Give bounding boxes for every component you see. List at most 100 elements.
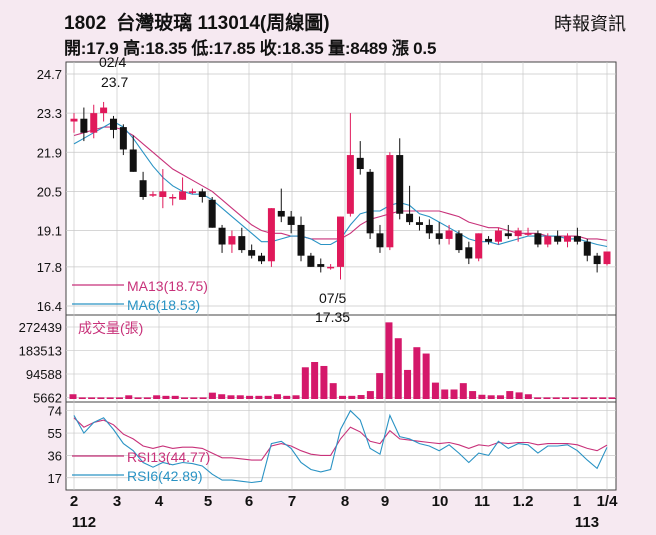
price-tick-label: 24.7 bbox=[37, 67, 62, 82]
candle-body bbox=[504, 233, 512, 237]
candle-body bbox=[109, 118, 117, 130]
candle-body bbox=[90, 113, 98, 133]
volume-bar bbox=[171, 395, 179, 399]
volume-bar bbox=[292, 395, 300, 399]
year-label: 113 bbox=[575, 514, 599, 531]
volume-bar bbox=[246, 395, 254, 399]
volume-bar bbox=[441, 389, 449, 399]
volume-bar bbox=[320, 365, 328, 399]
volume-bar bbox=[329, 383, 337, 399]
x-tick-label: 11 bbox=[474, 493, 490, 510]
candle-body bbox=[218, 227, 226, 245]
high-annotation-date: 02/4 bbox=[99, 54, 126, 70]
volume-tick-label: 272439 bbox=[19, 320, 62, 335]
volume-bar bbox=[162, 395, 170, 399]
data-source: 時報資訊 bbox=[554, 14, 626, 34]
rsi-tick-label: 36 bbox=[48, 448, 62, 463]
price-summary: 開:17.9 高:18.35 低:17.85 收:18.35 量:8489 漲 … bbox=[64, 39, 437, 58]
volume-bar bbox=[496, 395, 504, 399]
volume-title: 成交量(張) bbox=[78, 320, 143, 336]
price-tick-label: 16.4 bbox=[37, 299, 62, 314]
x-tick-label: 7 bbox=[288, 493, 296, 510]
low-annotation-value: 17.35 bbox=[315, 309, 350, 325]
volume-bar bbox=[366, 391, 374, 399]
candle-body bbox=[119, 127, 127, 150]
price-tick-label: 17.8 bbox=[37, 260, 62, 275]
candle-body bbox=[248, 250, 256, 256]
volume-bar bbox=[422, 353, 430, 399]
price-tick-label: 19.1 bbox=[37, 224, 62, 239]
volume-bar bbox=[134, 397, 142, 399]
candle-body bbox=[267, 208, 275, 262]
volume-bar bbox=[385, 322, 393, 399]
volume-bar bbox=[599, 397, 607, 399]
volume-bar bbox=[562, 397, 570, 399]
volume-bar bbox=[88, 397, 96, 399]
volume-bar bbox=[236, 395, 244, 399]
volume-bar bbox=[487, 395, 495, 399]
volume-bar bbox=[376, 373, 384, 399]
volume-bar bbox=[543, 397, 551, 399]
volume-bar bbox=[190, 397, 198, 399]
x-tick-label: 9 bbox=[381, 493, 389, 510]
x-tick-label: 1 bbox=[573, 493, 581, 510]
candle-body bbox=[208, 199, 216, 228]
candle-body bbox=[129, 149, 137, 172]
rsi-legend-label: RSI6(42.89) bbox=[127, 468, 202, 484]
candle-body bbox=[317, 264, 325, 267]
volume-bar bbox=[589, 397, 597, 399]
stock-code: 1802 bbox=[64, 13, 107, 34]
candle-body bbox=[406, 213, 414, 223]
volume-tick-label: 5662 bbox=[33, 391, 62, 406]
x-tick-label: 3 bbox=[113, 493, 121, 510]
candle-body bbox=[583, 241, 591, 256]
candle-body bbox=[603, 251, 611, 265]
volume-bar bbox=[78, 397, 86, 399]
volume-bar bbox=[115, 397, 123, 399]
candle-body bbox=[534, 233, 542, 245]
x-tick-label: 5 bbox=[204, 493, 212, 510]
candle-body bbox=[524, 233, 532, 235]
volume-bar bbox=[227, 395, 235, 399]
volume-bar bbox=[125, 395, 133, 399]
x-tick-label: 1.2 bbox=[513, 493, 534, 510]
volume-bar bbox=[506, 391, 514, 399]
volume-bar bbox=[218, 394, 226, 399]
candle-body bbox=[376, 233, 384, 248]
candle-body bbox=[228, 236, 236, 245]
candle-body bbox=[297, 224, 305, 256]
candle-body bbox=[70, 118, 78, 122]
candle-body bbox=[307, 255, 315, 267]
candle-body bbox=[139, 180, 147, 197]
volume-bar bbox=[199, 397, 207, 399]
price-tick-label: 23.3 bbox=[37, 106, 62, 121]
candlesticks bbox=[70, 101, 611, 280]
candle-body bbox=[366, 171, 374, 234]
rsi-lines bbox=[73, 409, 608, 484]
volume-bars bbox=[69, 322, 616, 399]
volume-bar bbox=[394, 338, 402, 399]
volume-bar bbox=[273, 394, 281, 399]
volume-bar bbox=[69, 394, 77, 399]
candle-body bbox=[455, 233, 463, 251]
volume-bar bbox=[181, 397, 189, 399]
volume-bar bbox=[208, 392, 216, 399]
candle-body bbox=[287, 216, 295, 225]
candle-body bbox=[356, 157, 364, 170]
volume-bar bbox=[515, 392, 523, 399]
candle-body bbox=[169, 196, 177, 199]
candle-body bbox=[435, 233, 443, 239]
price-tick-label: 21.9 bbox=[37, 145, 62, 160]
volume-bar bbox=[524, 394, 532, 399]
candle-body bbox=[258, 255, 266, 262]
candle-body bbox=[179, 191, 187, 200]
volume-bar bbox=[106, 397, 114, 399]
chart-header: 1802 台灣玻璃 113014(周線圖) bbox=[64, 8, 330, 35]
candle-body bbox=[573, 236, 581, 242]
high-annotation-value: 23.7 bbox=[101, 74, 128, 90]
volume-bar bbox=[143, 397, 151, 399]
candle-body bbox=[465, 247, 473, 259]
x-tick-label: 6 bbox=[245, 493, 253, 510]
volume-bar bbox=[301, 367, 309, 399]
